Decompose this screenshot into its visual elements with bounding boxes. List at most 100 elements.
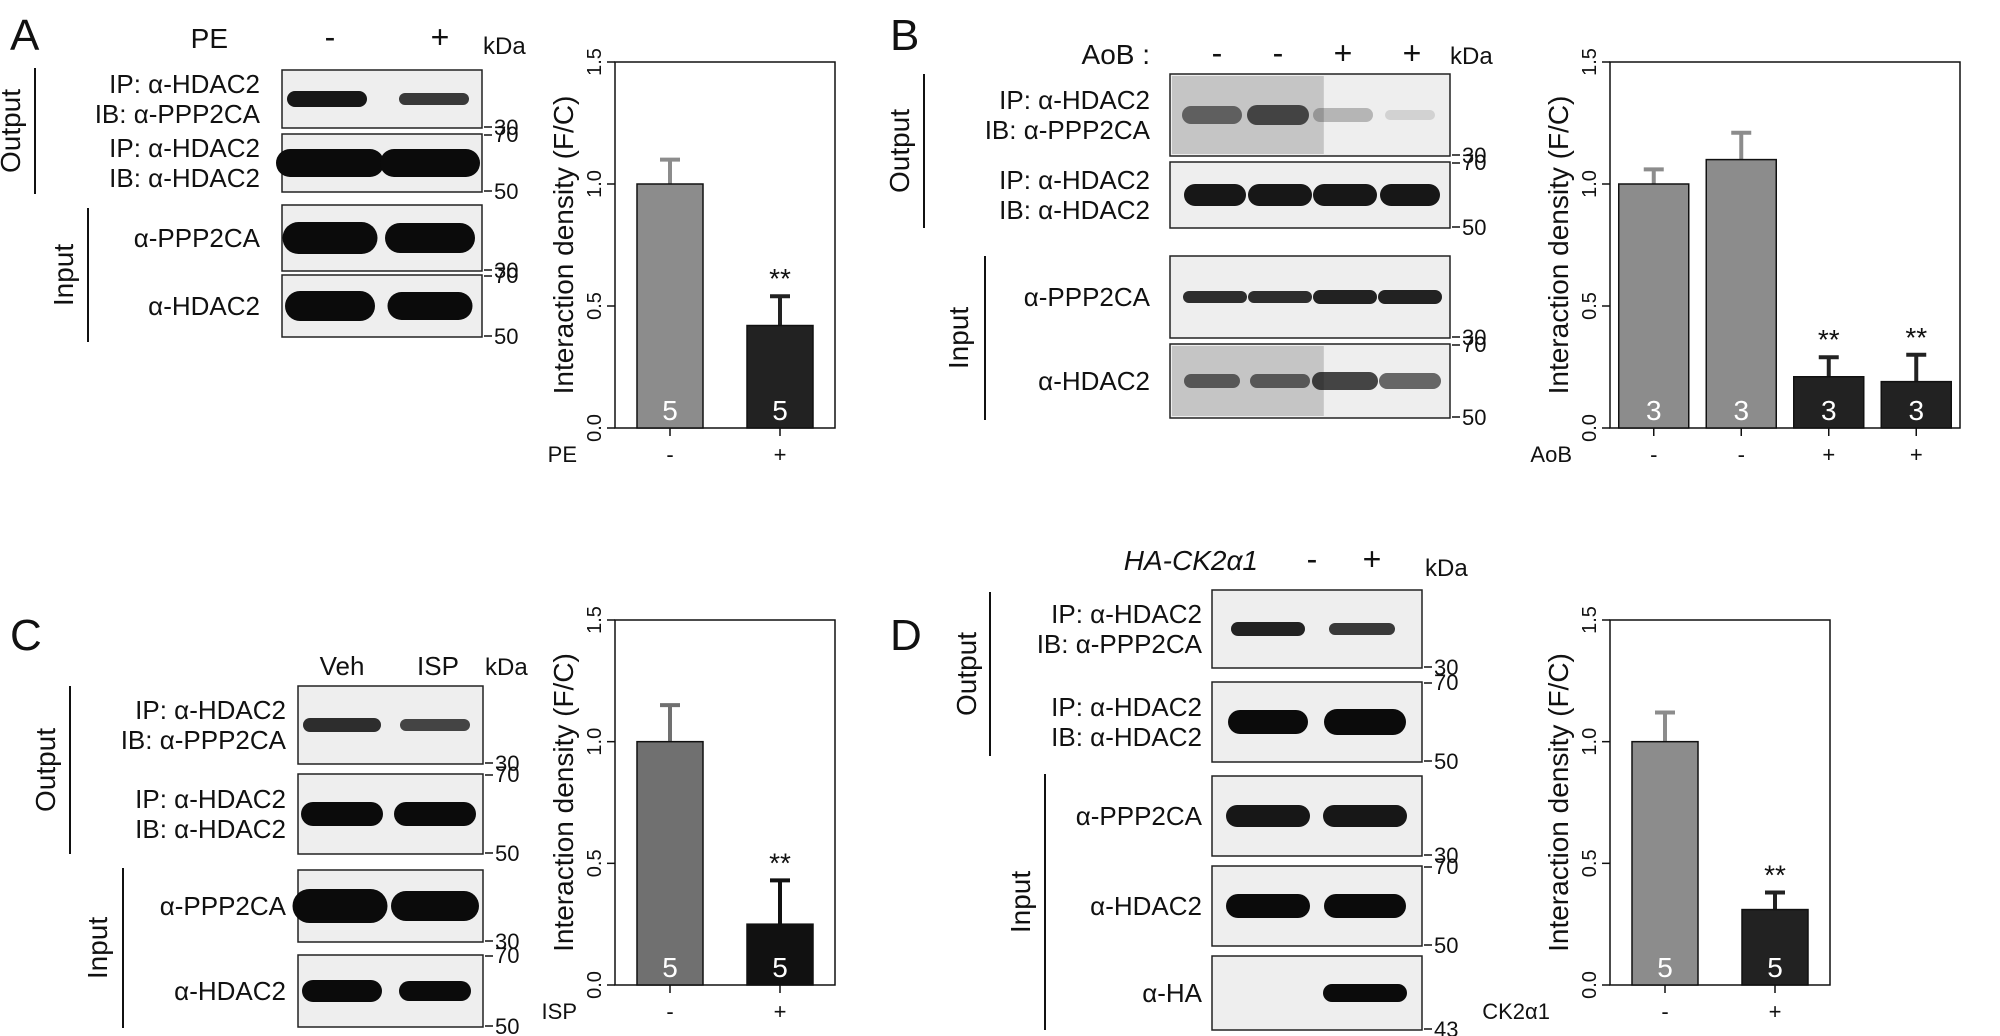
input-label: Input [1005,871,1036,933]
blot-strip [281,274,483,338]
kda-marker: 50 [494,324,518,349]
kda-marker: 70 [494,263,518,288]
kda-marker: 70 [495,762,519,787]
blot-label: α-HDAC2 [148,291,260,321]
x-axis-label: ISP [542,999,577,1024]
kda-marker: 70 [495,943,519,968]
bar [636,183,704,429]
blot-strip [1211,955,1423,1031]
y-tick-label: 1.5 [584,606,606,634]
blot-label: α-PPP2CA [1024,282,1151,312]
n-label: 5 [772,952,788,983]
y-tick-label: 0.0 [1579,971,1601,999]
n-label: 3 [1646,395,1662,426]
western-band [1247,105,1309,125]
kda-marker: 70 [494,122,518,147]
western-band [1228,710,1308,734]
plot-frame [614,619,836,986]
western-band [1378,290,1442,304]
x-tick-label: - [1661,999,1668,1024]
bar [1705,158,1777,429]
blot-strip [1169,73,1451,157]
lane-label: - [1212,35,1223,71]
output-label: Output [0,89,26,173]
x-tick-label: + [1769,999,1782,1024]
blot-label: α-PPP2CA [134,223,261,253]
lane-label: + [1334,35,1353,71]
blot-label: IB: α-HDAC2 [109,163,260,193]
blot-strip [297,954,484,1028]
y-axis-label: Interaction density (F/C) [548,653,579,952]
bar [1741,908,1809,986]
blot-label: IB: α-HDAC2 [135,814,286,844]
lane-label: - [1307,541,1318,577]
y-tick-label: 1.5 [1579,606,1601,634]
kda-marker: 30 [494,115,518,140]
western-band [1226,894,1310,918]
n-label: 5 [1767,952,1783,983]
blot-strip [1169,343,1451,419]
treatment-label: AoB : [1082,39,1150,70]
lane-label: ISP [417,651,459,681]
n-label: 5 [662,952,678,983]
western-band [1182,106,1242,124]
bar [1793,376,1865,429]
western-band [1379,373,1441,389]
blot-label: α-PPP2CA [1076,801,1203,831]
western-band [1231,622,1305,636]
kda-marker: 30 [495,751,519,776]
western-band [1248,291,1312,303]
blot-strip [297,773,484,855]
kda-marker: 50 [1434,749,1458,774]
blot-strip [1169,161,1451,229]
western-band [1184,374,1240,388]
blot-label: IB: α-PPP2CA [985,115,1151,145]
y-tick-label: 0.5 [584,849,606,877]
y-tick-label: 1.0 [1579,170,1601,198]
y-tick-label: 0.5 [584,292,606,320]
kda-label: kDa [1450,43,1493,70]
blot-label: α-PPP2CA [160,891,287,921]
bar [1631,740,1699,986]
x-tick-label: + [774,442,787,467]
x-tick-label: - [1738,442,1745,467]
y-axis-label: Interaction density (F/C) [1543,653,1574,952]
plot-frame [614,61,836,429]
blot-label: IB: α-PPP2CA [95,99,261,129]
kda-marker: 30 [495,929,519,954]
significance-label: ** [1764,860,1786,891]
western-band [1380,184,1440,206]
lane-label: + [431,19,450,55]
y-axis-label: Interaction density (F/C) [548,96,579,395]
kda-marker: 43 [1434,1017,1458,1036]
western-band [1312,372,1378,390]
x-tick-label: + [1910,442,1923,467]
blot-label: IB: α-PPP2CA [1037,629,1203,659]
blot-label: IP: α-HDAC2 [135,695,286,725]
bar [1880,380,1952,429]
bar [1618,183,1690,429]
blot-strip [1211,681,1423,763]
western-band [399,93,469,105]
lane-label: - [1273,35,1284,71]
x-tick-label: + [1822,442,1835,467]
blot-label: α-HDAC2 [1090,891,1202,921]
input-label: Input [943,307,974,369]
western-band [1313,108,1373,122]
significance-label: ** [769,263,791,294]
blot-label: IB: α-HDAC2 [999,195,1150,225]
blot-label: IP: α-HDAC2 [109,69,260,99]
plot-frame [1609,61,1961,429]
blot-label: IB: α-PPP2CA [121,725,287,755]
western-band [399,981,471,1001]
n-label: 3 [1821,395,1837,426]
panel-letter: B [890,11,919,60]
x-axis-label: PE [548,442,577,467]
blot-strip [1169,255,1451,339]
y-tick-label: 1.0 [1579,728,1601,756]
significance-label: ** [1905,322,1927,353]
y-tick-label: 0.0 [584,971,606,999]
output-label: Output [951,632,982,716]
